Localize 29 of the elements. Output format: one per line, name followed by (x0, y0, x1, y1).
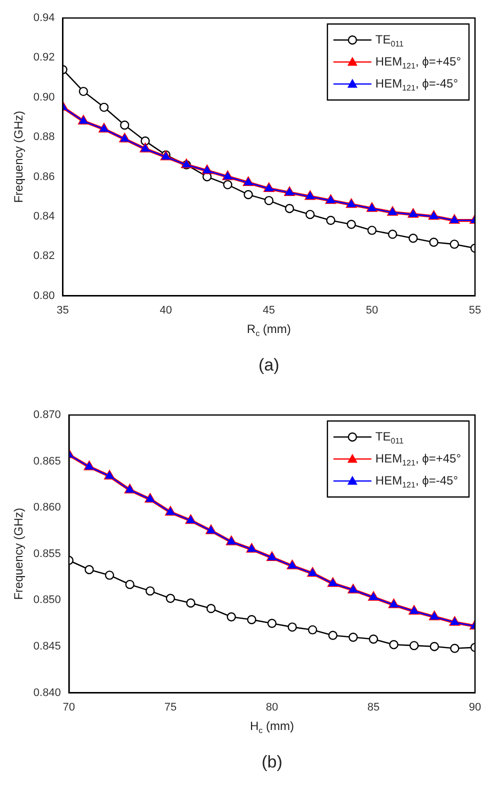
x-tick-label: 70 (62, 701, 76, 714)
x-tick-label: 80 (266, 701, 278, 714)
y-tick-label: 0.840 (33, 686, 61, 699)
text: (a) (258, 355, 280, 374)
y-tick-label: 0.88 (33, 131, 55, 144)
y-tick-label: 0.855 (33, 548, 61, 560)
x-tick-label: 55 (468, 304, 482, 316)
y-tick-label: 0.860 (33, 502, 61, 514)
y-tick-label: 0.92 (33, 52, 55, 64)
x-tick-label: 75 (164, 701, 177, 714)
y-tick-label: 0.82 (33, 250, 55, 262)
y-tick-label: 0.84 (33, 210, 55, 222)
x-tick-label: 50 (366, 304, 378, 316)
x-tick-label: 85 (367, 701, 380, 714)
y-tick-label: 0.865 (33, 455, 61, 468)
y-tick-label: 0.850 (33, 594, 61, 606)
text: (b) (262, 752, 282, 772)
y-tick-label: 0.845 (33, 640, 61, 653)
x-tick-label: 40 (160, 304, 172, 316)
x-tick-label: 45 (262, 304, 276, 316)
y-axis-title: Frequency (GHz) (12, 508, 26, 600)
y-tick-label: 0.90 (33, 91, 55, 104)
y-tick-label: 0.870 (33, 409, 61, 422)
y-tick-label: 0.80 (33, 290, 55, 302)
y-tick-label: 0.94 (33, 12, 55, 24)
x-tick-label: 90 (468, 701, 482, 714)
x-tick-label: 35 (56, 304, 69, 316)
y-tick-label: 0.86 (33, 170, 55, 183)
y-axis-title: Frequency (GHz) (12, 110, 26, 203)
